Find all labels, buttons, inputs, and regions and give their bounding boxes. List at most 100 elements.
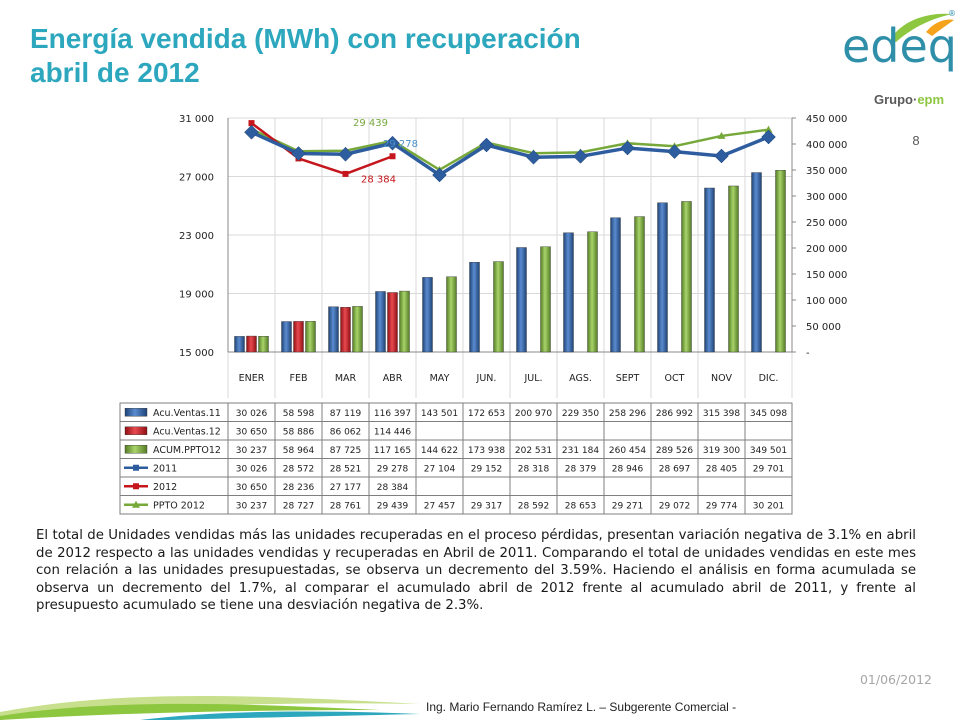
- table-cell: 28 697: [659, 464, 691, 474]
- energy-chart: 15 000 19 000 23 000 27 000 31 000 ENER FEB MAR…: [119, 114, 847, 515]
- bar-acu-ventas-11: [281, 321, 292, 353]
- grid-lines: [227, 117, 793, 398]
- right-axis-tick-label: 300 000: [806, 192, 847, 203]
- table-cell: 231 184: [562, 446, 599, 456]
- category-label: ABR: [383, 373, 403, 384]
- table-cell: 144 622: [421, 446, 458, 456]
- table-cell: 29 152: [471, 464, 503, 474]
- table-cell: 286 992: [656, 409, 693, 419]
- category-label: MAY: [430, 373, 450, 384]
- table-cell: 58 598: [283, 409, 315, 419]
- table-cell: 315 398: [703, 409, 740, 419]
- slide-date: 01/06/2012: [859, 672, 932, 687]
- point-2011: [338, 146, 353, 162]
- bar-acum-ppto12: [775, 170, 786, 353]
- slide-title-line-1: Energía vendida (MWh) con recuperación: [30, 23, 581, 54]
- bar-acu-ventas-11: [657, 202, 668, 353]
- bar-series: [234, 170, 786, 353]
- bar-acum-ppto12: [352, 306, 363, 353]
- table-cell: 289 526: [656, 446, 693, 456]
- table-cell: 28 236: [283, 483, 315, 493]
- point-2011: [667, 144, 682, 160]
- point-2011: [291, 146, 306, 161]
- table-cell: 27 177: [330, 483, 362, 493]
- line-ppto-2012: [250, 128, 769, 172]
- point-2011: [526, 149, 541, 165]
- point-2012: [248, 120, 255, 127]
- table-cell: 87 119: [330, 409, 362, 419]
- left-axis-tick-label: 27 000: [179, 173, 214, 184]
- right-axis-tick-label: -: [806, 348, 810, 359]
- annotation-ppto-2012: 29 439: [353, 118, 388, 129]
- edeq-logo: edeq ® Grupo·epm: [842, 9, 957, 107]
- table-cell: 28 405: [706, 464, 738, 474]
- table-cell: 30 026: [236, 464, 268, 474]
- category-label: JUL.: [523, 373, 542, 384]
- table-cell: 29 278: [377, 464, 409, 474]
- table-cell: 28 521: [330, 464, 362, 474]
- table-cell: 30 650: [236, 483, 268, 493]
- annotation-2011: 29 278: [383, 139, 418, 150]
- bar-acum-ppto12: [399, 290, 410, 353]
- slide-title-line-2: abril de 2012: [30, 57, 200, 88]
- table-cell: 349 501: [750, 446, 787, 456]
- bar-acu-ventas-11: [563, 232, 574, 353]
- point-2011: [244, 124, 259, 140]
- leaf-icon: [890, 13, 954, 42]
- table-cell: 29 701: [753, 464, 785, 474]
- category-label: FEB: [290, 373, 308, 384]
- right-axis-tick-label: 50 000: [806, 322, 841, 333]
- table-cell: 58 886: [283, 427, 315, 437]
- category-label: ENER: [239, 373, 265, 384]
- legend-swatch-acu-ventas-12: [124, 426, 148, 435]
- legend-marker-2012: [133, 483, 139, 490]
- table-cell: 29 072: [659, 501, 691, 511]
- category-label: JUN.: [476, 373, 497, 384]
- legend-label-acu-ventas-12: Acu.Ventas.12: [153, 426, 221, 437]
- point-2011: [761, 129, 776, 145]
- data-table: Acu.Ventas.11 30 026 58 598 87 119 116 397 14…: [119, 402, 793, 515]
- footer-author: Ing. Mario Fernando Ramírez L. – Subgere…: [426, 700, 737, 714]
- point-2012: [342, 170, 349, 177]
- bar-acu-ventas-11: [610, 217, 621, 353]
- line-series: [244, 120, 776, 183]
- table-cell: 28 761: [330, 501, 362, 511]
- bar-acu-ventas-11: [516, 247, 527, 353]
- table-cell: 30 201: [753, 501, 785, 511]
- table-cell: 258 296: [609, 409, 646, 419]
- left-axis-tick-label: 15 000: [179, 348, 214, 359]
- right-axis-tick-label: 350 000: [806, 166, 847, 177]
- table-cell: 28 653: [565, 501, 597, 511]
- category-label: AGS.: [569, 373, 592, 384]
- legend-swatch-acum-ppto12: [124, 445, 148, 454]
- table-cell: 30 026: [236, 409, 268, 419]
- bar-acu-ventas-11: [375, 291, 386, 353]
- table-cell: 27 457: [424, 501, 456, 511]
- table-cell: 29 271: [612, 501, 644, 511]
- logo-group: Grupo·epm: [874, 92, 944, 107]
- legend-label-acum-ppto12: ACUM.PPTO12: [153, 445, 221, 456]
- table-cell: 114 446: [374, 427, 411, 437]
- category-label: MAR: [335, 373, 357, 384]
- legend-label-ppto-2012: PPTO 2012: [153, 500, 205, 511]
- left-axis-tick-label: 19 000: [179, 290, 214, 301]
- right-axis-tick-label: 250 000: [806, 218, 847, 229]
- legend-swatch-acu-ventas-11: [124, 408, 148, 417]
- bar-acu-ventas-11: [469, 262, 480, 353]
- slide-title: Energía vendida (MWh) con recuperación a…: [30, 22, 730, 90]
- legend-label-2012: 2012: [153, 482, 177, 493]
- bar-acu-ventas-12: [340, 307, 351, 353]
- bar-acu-ventas-11: [704, 187, 715, 353]
- bar-acu-ventas-11: [234, 336, 245, 353]
- bar-acu-ventas-11: [751, 172, 762, 353]
- table-cell: 116 397: [374, 409, 411, 419]
- table-cell: 87 725: [330, 446, 362, 456]
- bar-acu-ventas-11: [422, 277, 433, 353]
- category-label: SEPT: [616, 373, 640, 384]
- bar-acum-ppto12: [305, 321, 316, 353]
- legend-label-acu-ventas-11: Acu.Ventas.11: [153, 408, 221, 419]
- table-cell: 58 964: [283, 446, 315, 456]
- table-cell: 28 379: [565, 464, 597, 474]
- bar-acu-ventas-12: [387, 292, 398, 353]
- table-cell: 29 317: [471, 501, 503, 511]
